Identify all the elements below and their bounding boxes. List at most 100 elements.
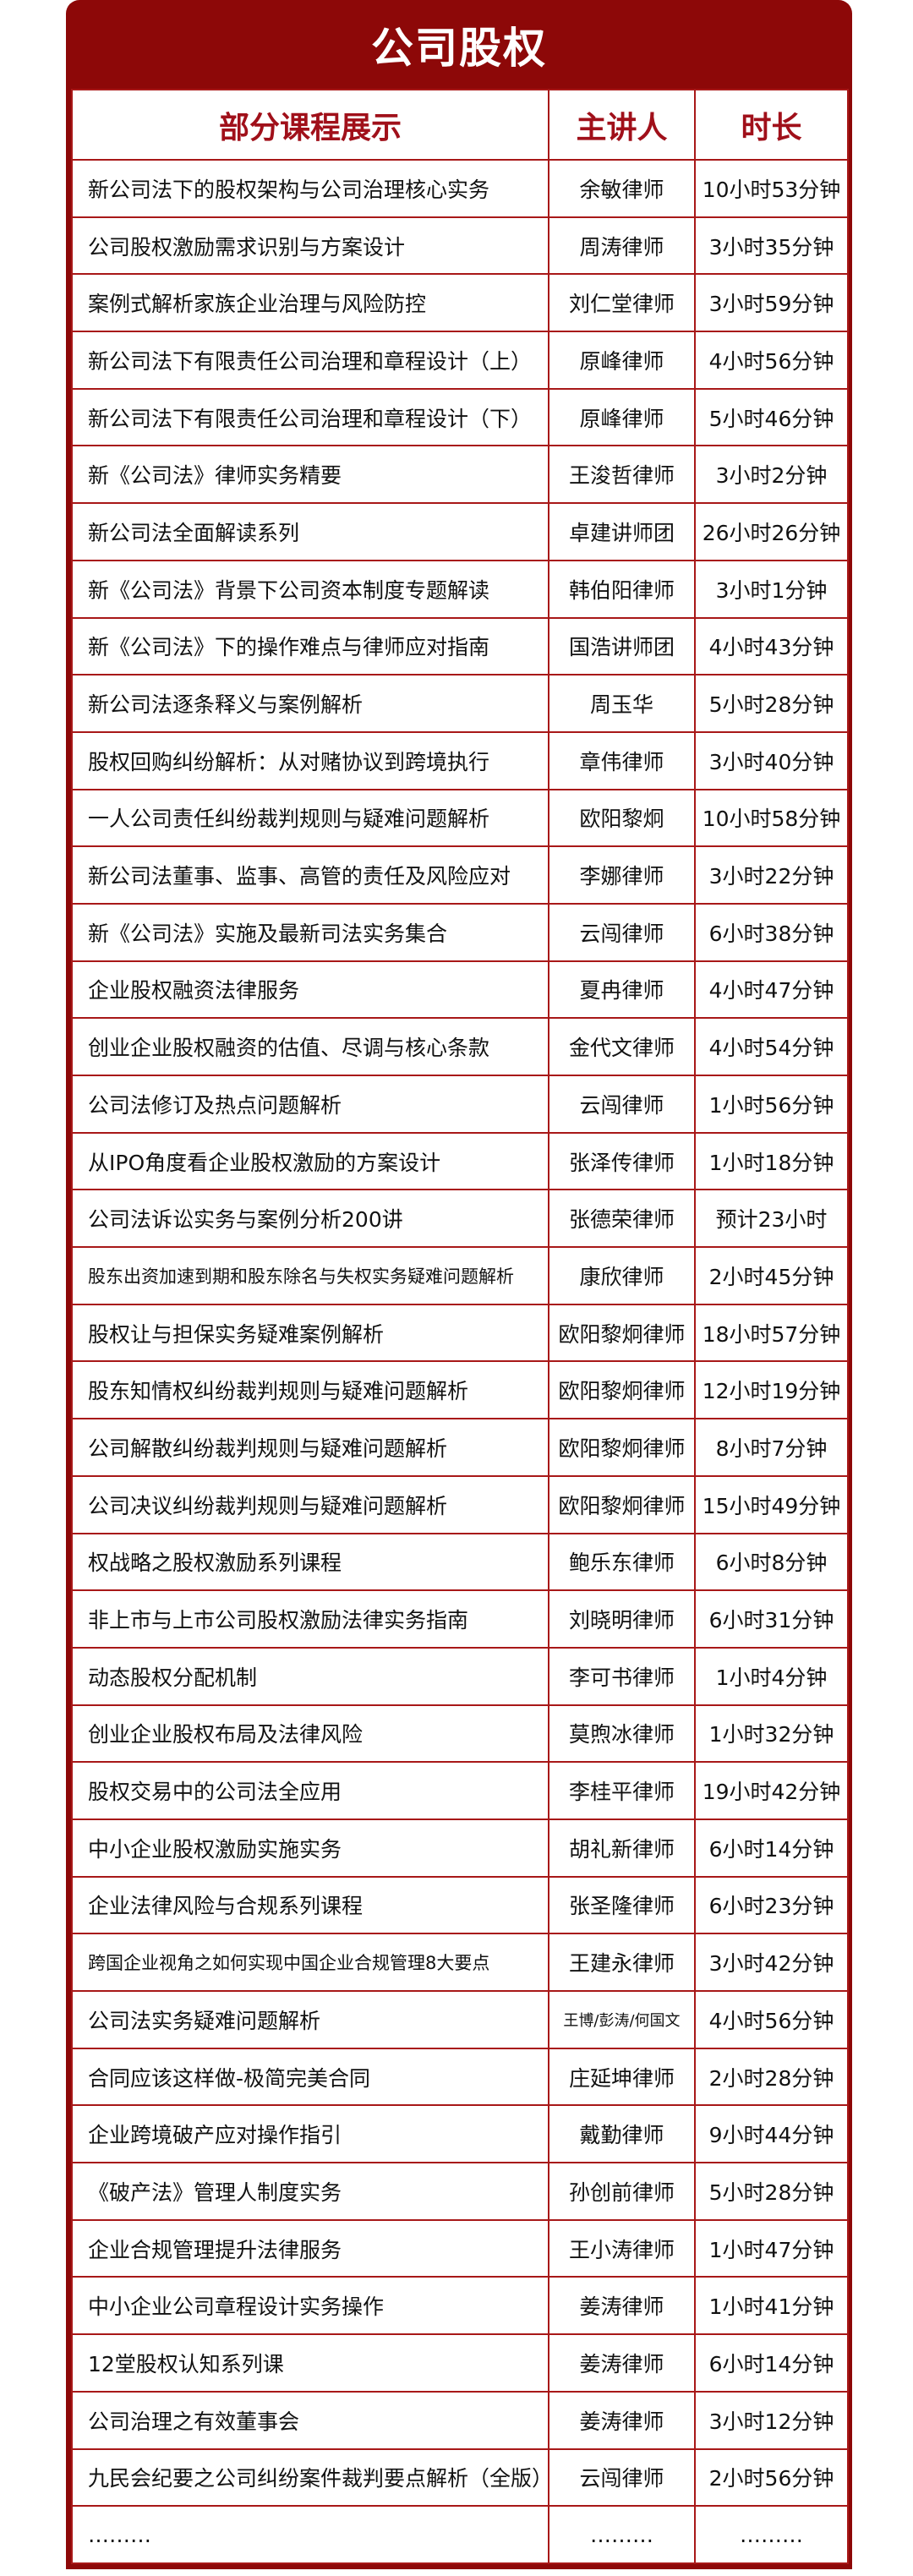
teacher-name: 姜涛律师 xyxy=(548,2390,696,2450)
header-course: 部分课程展示 xyxy=(71,89,549,161)
teacher-name: 刘晓明律师 xyxy=(548,1589,696,1649)
teacher-name: 云闯律师 xyxy=(548,2447,696,2508)
course-name: 九民会纪要之公司纠纷案件裁判要点解析（全版） xyxy=(71,2447,549,2508)
course-name: 企业跨境破产应对操作指引 xyxy=(71,2104,549,2164)
table-row: 合同应该这样做-极简完美合同 庄延坤律师 2小时28分钟 xyxy=(71,2047,849,2107)
table-row: 股权让与担保实务疑难案例解析 欧阳黎炯律师 18小时57分钟 xyxy=(71,1303,849,1363)
teacher-name: 张德荣律师 xyxy=(548,1189,696,1249)
table-row: 公司治理之有效董事会 姜涛律师 3小时12分钟 xyxy=(71,2390,849,2450)
table-row: 新《公司法》背景下公司资本制度专题解读 韩伯阳律师 3小时1分钟 xyxy=(71,559,849,619)
table-row: 非上市与上市公司股权激励法律实务指南 刘晓明律师 6小时31分钟 xyxy=(71,1589,849,1649)
table-row: 股东出资加速到期和股东除名与失权实务疑难问题解析 康欣律师 2小时45分钟 xyxy=(71,1246,849,1305)
table-row: 新公司法逐条释义与案例解析 周玉华 5小时28分钟 xyxy=(71,674,849,733)
course-duration: 预计23小时 xyxy=(694,1189,849,1249)
table-row: 一人公司责任纠纷裁判规则与疑难问题解析 欧阳黎炯 10小时58分钟 xyxy=(71,788,849,848)
teacher-name: 庄延坤律师 xyxy=(548,2047,696,2107)
teacher-name: 韩伯阳律师 xyxy=(548,559,696,619)
teacher-name: ……… xyxy=(548,2505,696,2564)
teacher-name: 原峰律师 xyxy=(548,387,696,447)
course-duration: 5小时28分钟 xyxy=(694,674,849,733)
course-duration: 4小时56分钟 xyxy=(694,1990,849,2049)
table-row: 创业企业股权布局及法律风险 莫煦冰律师 1小时32分钟 xyxy=(71,1704,849,1764)
table-row: 案例式解析家族企业治理与风险防控 刘仁堂律师 3小时59分钟 xyxy=(71,273,849,333)
teacher-name: 国浩讲师团 xyxy=(548,616,696,676)
course-name: 《破产法》管理人制度实务 xyxy=(71,2162,549,2221)
course-duration: 1小时47分钟 xyxy=(694,2218,849,2278)
table-row: 新公司法全面解读系列 卓建讲师团 26小时26分钟 xyxy=(71,502,849,561)
course-table-card: 公司股权 部分课程展示 主讲人 时长 新公司法下的股权架构与公司治理核心实务 余敏… xyxy=(66,0,852,2569)
course-name: ……… xyxy=(71,2505,549,2564)
course-duration: 2小时56分钟 xyxy=(694,2447,849,2508)
teacher-name: 孙创前律师 xyxy=(548,2162,696,2221)
course-name: 新《公司法》律师实务精要 xyxy=(71,445,549,505)
course-duration: 5小时28分钟 xyxy=(694,2162,849,2221)
table-row: 九民会纪要之公司纠纷案件裁判要点解析（全版） 云闯律师 2小时56分钟 xyxy=(71,2447,849,2508)
teacher-name: 姜涛律师 xyxy=(548,2276,696,2336)
course-name: 股权交易中的公司法全应用 xyxy=(71,1761,549,1820)
teacher-name: 欧阳黎炯 xyxy=(548,788,696,848)
table-row: 股权交易中的公司法全应用 李桂平律师 19小时42分钟 xyxy=(71,1761,849,1820)
teacher-name: 云闯律师 xyxy=(548,1075,696,1134)
course-duration: 3小时2分钟 xyxy=(694,445,849,505)
course-name: 创业企业股权融资的估值、尽调与核心条款 xyxy=(71,1017,549,1076)
teacher-name: 李娜律师 xyxy=(548,845,696,905)
table-row: 跨国企业视角之如何实现中国企业合规管理8大要点 王建永律师 3小时42分钟 xyxy=(71,1933,849,1992)
course-duration: 5小时46分钟 xyxy=(694,387,849,447)
course-name: 权战略之股权激励系列课程 xyxy=(71,1532,549,1592)
teacher-name: 王博/彭涛/何国文 xyxy=(548,1990,696,2049)
course-duration: 1小时4分钟 xyxy=(694,1646,849,1706)
course-duration: 6小时23分钟 xyxy=(694,1875,849,1935)
course-name: 新《公司法》下的操作难点与律师应对指南 xyxy=(71,616,549,676)
table-row: 中小企业公司章程设计实务操作 姜涛律师 1小时41分钟 xyxy=(71,2276,849,2336)
teacher-name: 康欣律师 xyxy=(548,1246,696,1305)
teacher-name: 李可书律师 xyxy=(548,1646,696,1706)
course-duration: 10小时58分钟 xyxy=(694,788,849,848)
course-duration: 3小时12分钟 xyxy=(694,2390,849,2450)
course-duration: 1小时32分钟 xyxy=(694,1704,849,1764)
course-duration: 3小时40分钟 xyxy=(694,730,849,790)
table-row: 公司股权激励需求识别与方案设计 周涛律师 3小时35分钟 xyxy=(71,216,849,276)
course-name: 新公司法下有限责任公司治理和章程设计（下） xyxy=(71,387,549,447)
teacher-name: 章伟律师 xyxy=(548,730,696,790)
course-name: 新公司法逐条释义与案例解析 xyxy=(71,674,549,733)
course-name: 一人公司责任纠纷裁判规则与疑难问题解析 xyxy=(71,788,549,848)
table-row: 新公司法下有限责任公司治理和章程设计（下） 原峰律师 5小时46分钟 xyxy=(71,387,849,447)
teacher-name: 卓建讲师团 xyxy=(548,502,696,561)
table-row: ……………………… xyxy=(71,2505,849,2564)
teacher-name: 姜涛律师 xyxy=(548,2333,696,2393)
course-name: 案例式解析家族企业治理与风险防控 xyxy=(71,273,549,333)
table-row: 权战略之股权激励系列课程 鲍乐东律师 6小时8分钟 xyxy=(71,1532,849,1592)
course-duration: 12小时19分钟 xyxy=(694,1360,849,1420)
course-duration: 6小时14分钟 xyxy=(694,1818,849,1878)
table-row: 新公司法下有限责任公司治理和章程设计（上） 原峰律师 4小时56分钟 xyxy=(71,331,849,390)
table-row: 公司法实务疑难问题解析 王博/彭涛/何国文 4小时56分钟 xyxy=(71,1990,849,2049)
teacher-name: 鲍乐东律师 xyxy=(548,1532,696,1592)
teacher-name: 王建永律师 xyxy=(548,1933,696,1992)
course-duration: 18小时57分钟 xyxy=(694,1303,849,1363)
teacher-name: 欧阳黎炯律师 xyxy=(548,1303,696,1363)
course-name: 从IPO角度看企业股权激励的方案设计 xyxy=(71,1131,549,1191)
course-name: 股权回购纠纷解析：从对赌协议到跨境执行 xyxy=(71,730,549,790)
course-duration: 4小时54分钟 xyxy=(694,1017,849,1076)
teacher-name: 王浚哲律师 xyxy=(548,445,696,505)
course-duration: 6小时31分钟 xyxy=(694,1589,849,1649)
course-duration: 8小时7分钟 xyxy=(694,1418,849,1477)
course-name: 公司治理之有效董事会 xyxy=(71,2390,549,2450)
course-duration: 4小时47分钟 xyxy=(694,960,849,1020)
course-duration: 4小时56分钟 xyxy=(694,331,849,390)
table-row: 中小企业股权激励实施实务 胡礼新律师 6小时14分钟 xyxy=(71,1818,849,1878)
course-duration: ……… xyxy=(694,2505,849,2564)
table-row: 新《公司法》律师实务精要 王浚哲律师 3小时2分钟 xyxy=(71,445,849,505)
teacher-name: 王小涛律师 xyxy=(548,2218,696,2278)
course-duration: 1小时18分钟 xyxy=(694,1131,849,1191)
teacher-name: 周涛律师 xyxy=(548,216,696,276)
teacher-name: 李桂平律师 xyxy=(548,1761,696,1820)
table-row: 新《公司法》实施及最新司法实务集合 云闯律师 6小时38分钟 xyxy=(71,902,849,962)
course-name: 公司解散纠纷裁判规则与疑难问题解析 xyxy=(71,1418,549,1477)
teacher-name: 欧阳黎炯律师 xyxy=(548,1418,696,1477)
course-duration: 19小时42分钟 xyxy=(694,1761,849,1820)
table-row: 公司法诉讼实务与案例分析200讲 张德荣律师 预计23小时 xyxy=(71,1189,849,1249)
course-name: 新公司法下有限责任公司治理和章程设计（上） xyxy=(71,331,549,390)
course-name: 公司法实务疑难问题解析 xyxy=(71,1990,549,2049)
course-name: 公司股权激励需求识别与方案设计 xyxy=(71,216,549,276)
